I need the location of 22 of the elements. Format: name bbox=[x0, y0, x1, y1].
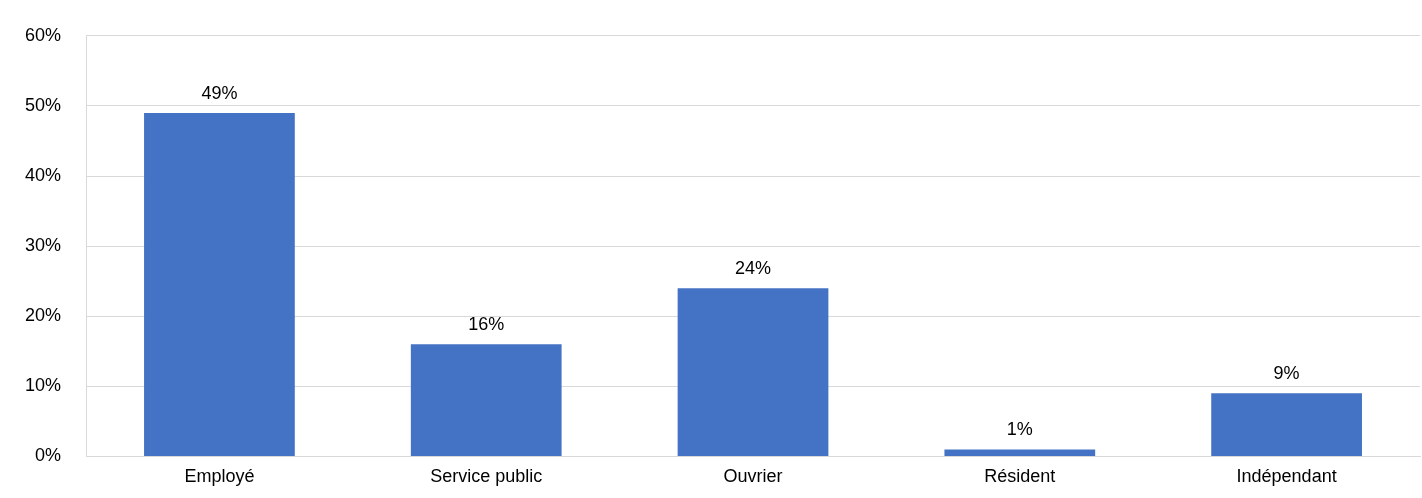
bar bbox=[944, 449, 1096, 456]
y-tick-label: 20% bbox=[25, 305, 62, 326]
x-tick-label: Indépendant bbox=[1236, 466, 1337, 487]
bar bbox=[677, 288, 829, 456]
y-tick-label: 10% bbox=[25, 375, 62, 396]
x-tick-label: Employé bbox=[184, 466, 255, 487]
bar bbox=[1211, 393, 1362, 456]
bar bbox=[144, 112, 295, 456]
y-tick-label: 60% bbox=[25, 24, 62, 45]
y-tick-label: 30% bbox=[25, 235, 62, 256]
data-label: 9% bbox=[1273, 363, 1300, 384]
x-tick-label: Résident bbox=[984, 466, 1056, 487]
y-tick-label: 40% bbox=[25, 164, 62, 185]
bar bbox=[410, 344, 562, 456]
data-label: 16% bbox=[468, 314, 505, 335]
data-label: 49% bbox=[201, 82, 238, 103]
y-tick-label: 50% bbox=[25, 94, 62, 115]
data-label: 1% bbox=[1006, 419, 1033, 440]
y-tick-label: 0% bbox=[35, 445, 62, 466]
data-label: 24% bbox=[735, 258, 772, 279]
x-tick-label: Ouvrier bbox=[723, 466, 783, 487]
x-tick-label: Service public bbox=[430, 466, 543, 487]
